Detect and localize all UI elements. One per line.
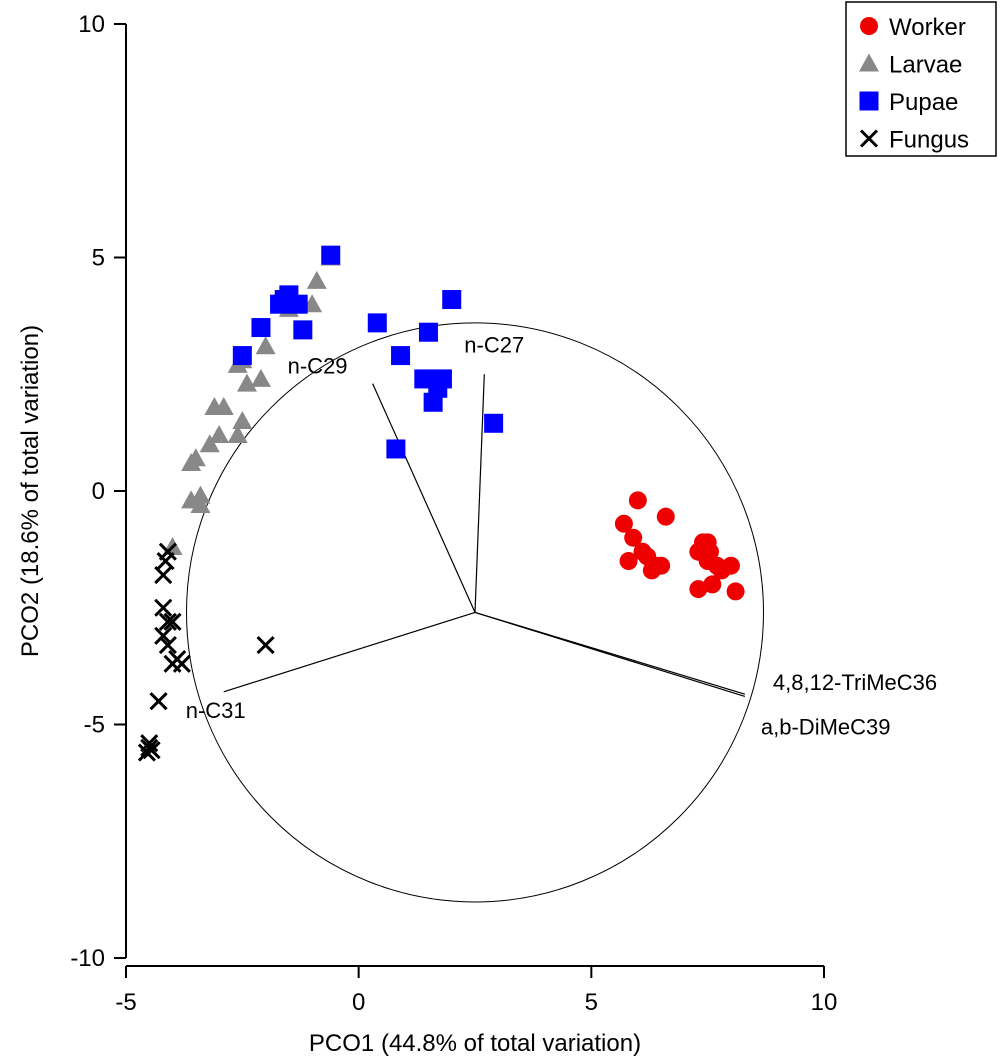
pupae-point xyxy=(321,245,341,265)
worker-point xyxy=(721,556,740,575)
y-tick-label: 5 xyxy=(92,245,105,272)
pupae-point xyxy=(232,346,252,366)
correlation-circle xyxy=(185,322,765,903)
worker-point xyxy=(703,575,722,594)
larvae-point xyxy=(306,270,327,289)
larvae-point xyxy=(199,434,220,453)
larvae-point xyxy=(250,368,271,387)
vector-line xyxy=(372,383,476,613)
worker-point xyxy=(689,580,708,599)
legend-label: Worker xyxy=(889,14,966,41)
x-tick-label: 0 xyxy=(352,989,365,1016)
vector-label: 4,8,12-TriMeC36 xyxy=(773,670,937,695)
legend-label: Fungus xyxy=(889,127,969,154)
pupae-point xyxy=(270,294,290,314)
pupae-point xyxy=(251,318,271,338)
vector-overlay: n-C27 n-C29 n-C31 4,8,12-TriMeC36 a,b-DiMeC3… xyxy=(186,332,937,739)
fungus-point xyxy=(140,738,159,757)
fungus-point xyxy=(154,598,173,617)
worker-point xyxy=(628,491,647,510)
legend-label: Pupae xyxy=(889,89,958,116)
larvae-point xyxy=(232,410,253,429)
y-axis-title: PCO2 (18.6% of total variation) xyxy=(17,325,44,657)
larvae-point xyxy=(181,452,202,471)
vector-label: n-C29 xyxy=(288,354,348,379)
fungus-point xyxy=(158,636,177,655)
pupae-point xyxy=(386,439,406,459)
legend-label: Larvae xyxy=(889,52,962,79)
x-tick-label: 5 xyxy=(585,989,598,1016)
vector-line xyxy=(474,611,746,698)
x-tick-label: 10 xyxy=(811,989,838,1016)
x-tick-label: -5 xyxy=(115,989,136,1016)
fungus-point xyxy=(149,692,168,711)
worker-point xyxy=(726,582,745,601)
vector-line xyxy=(474,374,485,613)
fungus-point xyxy=(158,612,177,631)
pupae-point xyxy=(391,346,411,366)
fungus-point xyxy=(163,612,182,631)
vector-line xyxy=(223,611,476,693)
vector-label: n-C27 xyxy=(464,332,524,357)
pupae-point xyxy=(288,294,308,314)
larvae-point xyxy=(190,495,211,514)
pupae-point xyxy=(442,290,462,310)
y-tick-label: 10 xyxy=(78,11,105,38)
axes xyxy=(125,24,824,967)
worker-point xyxy=(614,514,633,533)
correlation-circle-outline xyxy=(185,322,765,903)
legend-marker-worker xyxy=(860,17,878,35)
fungus-point xyxy=(163,654,182,673)
data-points xyxy=(137,245,745,762)
legend-marker-pupae xyxy=(859,91,879,111)
y-tick-label: 0 xyxy=(92,478,105,505)
pupae-point xyxy=(418,322,438,342)
larvae-point xyxy=(255,336,276,355)
y-tick-label: -5 xyxy=(84,712,105,739)
x-ticks: -5 0 5 10 xyxy=(115,966,837,1016)
fungus-point xyxy=(156,551,175,571)
pupae-point xyxy=(293,320,313,340)
fungus-point xyxy=(256,636,275,655)
fungus-point xyxy=(154,626,173,645)
worker-point xyxy=(652,556,671,575)
worker-point xyxy=(656,507,675,526)
pupae-point xyxy=(367,313,387,333)
pupae-point xyxy=(423,392,443,412)
larvae-point xyxy=(236,373,257,392)
vector-label: a,b-DiMeC39 xyxy=(761,714,891,739)
legend: Worker Larvae Pupae Fungus xyxy=(845,1,997,157)
worker-point xyxy=(624,528,643,547)
vector-label: n-C31 xyxy=(186,698,246,723)
pupae-point xyxy=(484,413,504,433)
fungus-point xyxy=(137,743,157,762)
fungus-point xyxy=(154,565,173,585)
larvae-point xyxy=(227,424,248,443)
larvae-point xyxy=(209,424,230,443)
larvae-point xyxy=(190,485,211,504)
worker-point xyxy=(619,552,638,571)
y-tick-label: -10 xyxy=(70,945,105,972)
y-ticks: -10 -5 0 5 10 xyxy=(70,11,126,972)
larvae-point xyxy=(213,396,234,415)
x-axis-title: PCO1 (44.8% of total variation) xyxy=(309,1030,641,1057)
legend-marker-fungus xyxy=(859,129,879,148)
legend-marker-larvae xyxy=(859,53,879,72)
worker-point xyxy=(700,542,719,561)
